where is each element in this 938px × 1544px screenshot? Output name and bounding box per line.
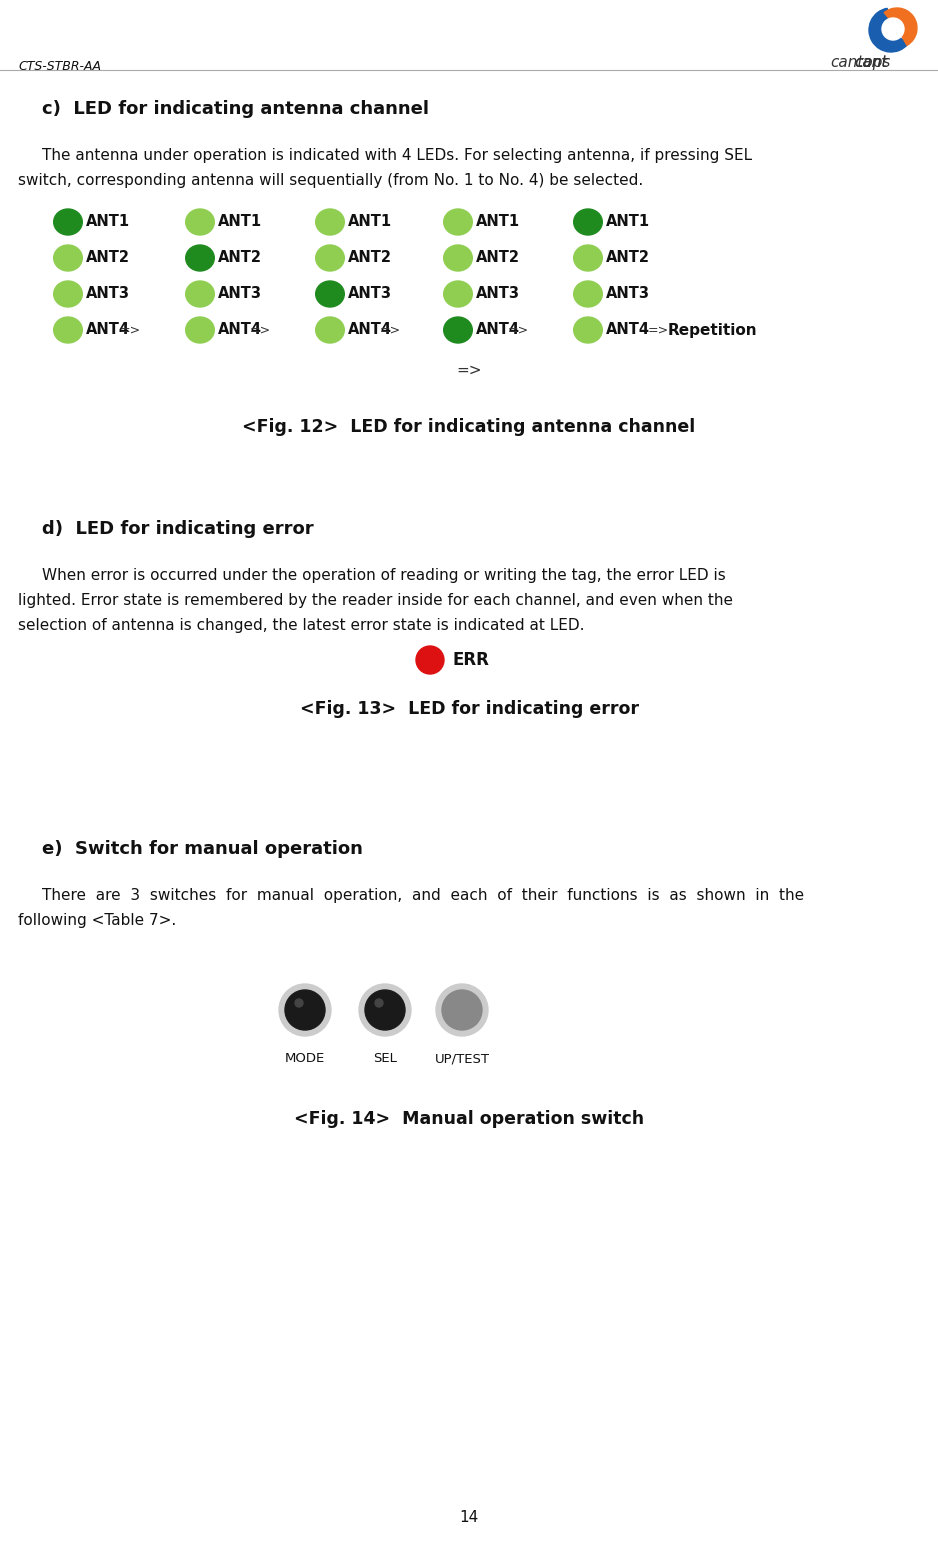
Text: =>: => (456, 363, 482, 377)
Text: =>: => (648, 324, 669, 337)
Text: cantops: cantops (830, 56, 890, 69)
Ellipse shape (574, 245, 602, 272)
Text: d)  LED for indicating error: d) LED for indicating error (42, 520, 313, 537)
Text: ANT4: ANT4 (348, 323, 392, 338)
Text: UP/TEST: UP/TEST (434, 1051, 490, 1065)
Ellipse shape (186, 245, 214, 272)
Text: ANT1: ANT1 (606, 215, 650, 230)
Text: lighted. Error state is remembered by the reader inside for each channel, and ev: lighted. Error state is remembered by th… (18, 593, 733, 608)
Ellipse shape (316, 208, 344, 235)
Ellipse shape (444, 208, 473, 235)
Text: MODE: MODE (285, 1051, 325, 1065)
Circle shape (285, 990, 325, 1030)
Text: =>: => (380, 324, 401, 337)
Ellipse shape (53, 208, 83, 235)
Text: c)  LED for indicating antenna channel: c) LED for indicating antenna channel (42, 100, 429, 117)
Ellipse shape (53, 245, 83, 272)
Wedge shape (885, 8, 917, 45)
Ellipse shape (574, 281, 602, 307)
Text: e)  Switch for manual operation: e) Switch for manual operation (42, 840, 363, 858)
Ellipse shape (53, 281, 83, 307)
Text: The antenna under operation is indicated with 4 LEDs. For selecting antenna, if : The antenna under operation is indicated… (42, 148, 752, 164)
Text: following <Table 7>.: following <Table 7>. (18, 913, 176, 928)
Text: cant: cant (855, 56, 888, 69)
Circle shape (359, 984, 411, 1036)
Text: selection of antenna is changed, the latest error state is indicated at LED.: selection of antenna is changed, the lat… (18, 618, 584, 633)
Text: ANT3: ANT3 (476, 287, 520, 301)
Text: <Fig. 13>  LED for indicating error: <Fig. 13> LED for indicating error (299, 699, 639, 718)
Text: ANT1: ANT1 (348, 215, 392, 230)
Circle shape (365, 990, 405, 1030)
Text: ERR: ERR (452, 652, 489, 669)
Text: ANT1: ANT1 (476, 215, 521, 230)
Text: ANT2: ANT2 (606, 250, 650, 266)
Text: =>: => (250, 324, 270, 337)
Circle shape (295, 999, 303, 1007)
Text: <Fig. 12>  LED for indicating antenna channel: <Fig. 12> LED for indicating antenna cha… (242, 418, 696, 435)
Text: ANT2: ANT2 (476, 250, 520, 266)
Text: =>: => (119, 324, 141, 337)
Text: Repetition: Repetition (668, 323, 758, 338)
Text: ANT4: ANT4 (606, 323, 650, 338)
Text: ANT1: ANT1 (218, 215, 262, 230)
Ellipse shape (53, 317, 83, 343)
Text: SEL: SEL (373, 1051, 397, 1065)
Ellipse shape (186, 208, 214, 235)
Text: ANT3: ANT3 (218, 287, 262, 301)
Ellipse shape (186, 317, 214, 343)
Text: switch, corresponding antenna will sequentially (from No. 1 to No. 4) be selecte: switch, corresponding antenna will seque… (18, 173, 643, 188)
Circle shape (375, 999, 383, 1007)
Text: When error is occurred under the operation of reading or writing the tag, the er: When error is occurred under the operati… (42, 568, 726, 584)
Ellipse shape (444, 317, 473, 343)
Text: cant: cant (855, 56, 888, 69)
Text: ANT2: ANT2 (86, 250, 130, 266)
Text: ANT2: ANT2 (218, 250, 262, 266)
Text: There  are  3  switches  for  manual  operation,  and  each  of  their  function: There are 3 switches for manual operatio… (42, 888, 804, 903)
Text: ANT1: ANT1 (86, 215, 130, 230)
Circle shape (882, 19, 904, 40)
Ellipse shape (316, 245, 344, 272)
Text: ANT4: ANT4 (476, 323, 520, 338)
Text: ANT4: ANT4 (218, 323, 262, 338)
Text: ANT3: ANT3 (86, 287, 130, 301)
Ellipse shape (444, 245, 473, 272)
Ellipse shape (186, 281, 214, 307)
Ellipse shape (574, 208, 602, 235)
Circle shape (442, 990, 482, 1030)
Text: <Fig. 14>  Manual operation switch: <Fig. 14> Manual operation switch (294, 1110, 644, 1129)
Circle shape (279, 984, 331, 1036)
Ellipse shape (316, 317, 344, 343)
Ellipse shape (574, 317, 602, 343)
Wedge shape (869, 8, 908, 52)
Text: ANT2: ANT2 (348, 250, 392, 266)
Ellipse shape (316, 281, 344, 307)
Circle shape (416, 645, 444, 675)
Ellipse shape (444, 281, 473, 307)
Circle shape (436, 984, 488, 1036)
Text: 14: 14 (460, 1510, 478, 1525)
Text: ANT4: ANT4 (86, 323, 130, 338)
Text: ANT3: ANT3 (348, 287, 392, 301)
Text: CTS-STBR-AA: CTS-STBR-AA (18, 60, 101, 73)
Text: ANT3: ANT3 (606, 287, 650, 301)
Text: =>: => (507, 324, 528, 337)
